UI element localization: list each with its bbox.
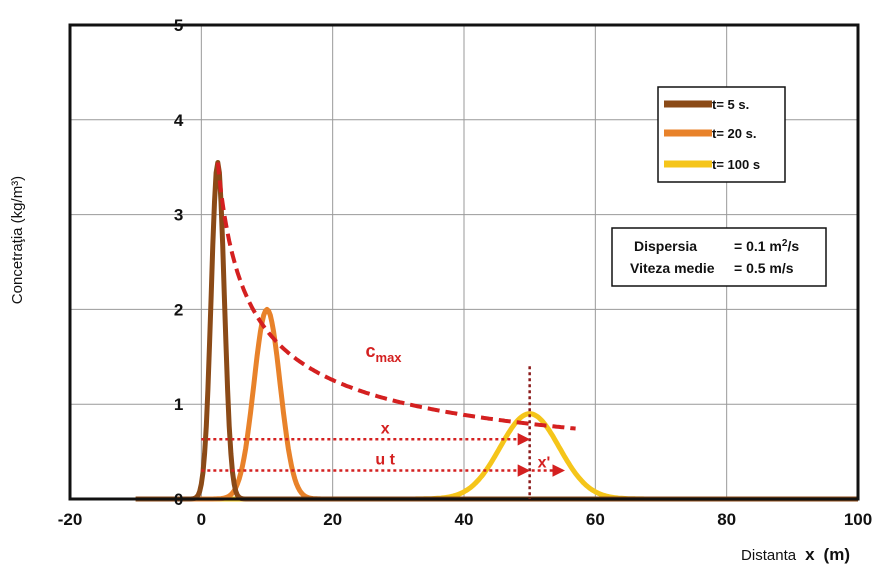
x-tick-label: 0 <box>197 510 206 529</box>
y-tick-label: 5 <box>174 16 183 35</box>
cmax-label-sub: max <box>376 350 403 365</box>
y-tick-label: 2 <box>174 300 183 319</box>
y-tick-label: 4 <box>174 111 184 130</box>
dispersion-label: Dispersia <box>634 238 697 254</box>
x-tick-label: -20 <box>58 510 83 529</box>
cmax-label: cmax <box>366 341 403 365</box>
x-distance-label: x <box>381 420 390 437</box>
dispersion-value: = 0.1 m2/s <box>734 238 799 254</box>
xprime-label: x' <box>538 455 551 472</box>
velocity-value: = 0.5 m/s <box>734 260 794 276</box>
series-layer <box>134 160 859 502</box>
x-axis-title-unit: (m) <box>824 545 850 564</box>
cmax-label-main: c <box>366 341 376 361</box>
dispersion-value-unit: /s <box>787 238 799 254</box>
parameter-box: Dispersia = 0.1 m2/s Viteza medie = 0.5 … <box>611 227 827 287</box>
velocity-label: Viteza medie <box>630 260 715 276</box>
x-tick-label: 80 <box>717 510 736 529</box>
y-tick-label: 0 <box>174 490 183 509</box>
ut-distance-label: u t <box>375 452 395 469</box>
x-tick-label: 60 <box>586 510 605 529</box>
y-axis-title: Concetraţia (kg/m³) <box>9 176 26 304</box>
x-axis-title-prefix: Distanta <box>741 547 797 564</box>
plot-frame <box>68 23 860 501</box>
dispersion-value-sup: 2 <box>782 238 788 249</box>
dispersion-value-number: = 0.1 m <box>734 238 782 254</box>
x-axis-title-symbol: x <box>805 545 815 564</box>
legend-label-t20: t= 20 s. <box>712 126 756 141</box>
annotation-layer: x u t x' cmax <box>201 162 576 499</box>
x-tick-label: 40 <box>455 510 474 529</box>
parameter-box-frame <box>611 227 827 287</box>
legend-label-t100: t= 100 s <box>712 157 760 172</box>
x-axis-title: Distanta x (m) <box>741 545 850 564</box>
tick-labels: -20 0 20 40 60 80 100 0 1 2 3 4 5 <box>58 16 872 529</box>
y-tick-label: 3 <box>174 206 183 225</box>
x-tick-label: 20 <box>323 510 342 529</box>
y-tick-label: 1 <box>174 395 183 414</box>
cmax-envelope-curve <box>215 162 576 431</box>
legend-label-t5: t= 5 s. <box>712 97 749 112</box>
legend: t= 5 s. t= 20 s. t= 100 s <box>657 86 786 183</box>
x-tick-label: 100 <box>844 510 872 529</box>
